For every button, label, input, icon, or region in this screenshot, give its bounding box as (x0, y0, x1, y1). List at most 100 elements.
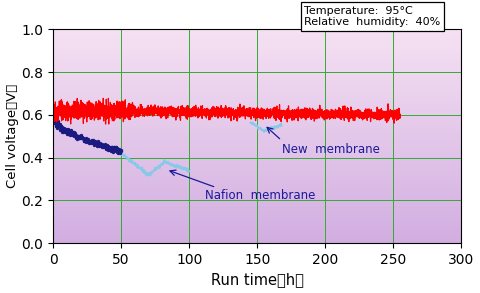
Bar (53, 156, 461, 158)
Bar (53, 145, 461, 146)
Bar (53, 66, 461, 67)
Bar (53, 99, 461, 100)
Bar (53, 202, 461, 204)
Bar (53, 59, 461, 60)
Bar (53, 125, 461, 126)
Bar (53, 235, 461, 236)
Bar (53, 189, 461, 190)
Bar (53, 185, 461, 187)
Bar (53, 76, 461, 78)
Bar (53, 111, 461, 112)
Bar (53, 108, 461, 110)
Bar (53, 212, 461, 213)
Bar (53, 43, 461, 44)
Bar (53, 228, 461, 229)
Bar (53, 204, 461, 205)
Bar (53, 176, 461, 177)
Bar (53, 221, 461, 222)
Bar (53, 187, 461, 188)
Bar (53, 127, 461, 128)
Bar (53, 143, 461, 144)
Bar (53, 199, 461, 200)
Bar (53, 207, 461, 208)
Bar (53, 230, 461, 231)
Bar (53, 219, 461, 220)
Bar (53, 229, 461, 230)
Bar (53, 56, 461, 57)
Bar (53, 209, 461, 210)
Bar (53, 72, 461, 73)
Bar (53, 74, 461, 75)
Bar (53, 139, 461, 141)
Bar (53, 195, 461, 196)
Bar (53, 184, 461, 185)
Bar (53, 193, 461, 194)
Bar (53, 210, 461, 211)
Bar (53, 33, 461, 34)
Text: Temperature:  95°C
Relative  humidity:  40%: Temperature: 95°C Relative humidity: 40% (304, 6, 440, 27)
Bar (53, 45, 461, 47)
Bar (53, 181, 461, 182)
Bar (53, 44, 461, 45)
Bar (53, 242, 461, 243)
Bar (53, 86, 461, 87)
Bar (53, 141, 461, 142)
Bar (53, 83, 461, 84)
Y-axis label: Cell voltage（V）: Cell voltage（V） (6, 84, 19, 188)
Bar (53, 175, 461, 176)
Bar (53, 179, 461, 180)
Bar (53, 38, 461, 39)
Bar (53, 118, 461, 119)
Bar (53, 215, 461, 217)
Bar (53, 133, 461, 134)
Bar (53, 98, 461, 99)
Bar (53, 225, 461, 226)
Bar (53, 103, 461, 104)
Bar (53, 104, 461, 105)
Bar (53, 129, 461, 130)
Bar (53, 53, 461, 54)
Bar (53, 81, 461, 82)
Bar (53, 190, 461, 191)
Bar (53, 95, 461, 96)
Bar (53, 135, 461, 136)
Bar (53, 240, 461, 241)
Bar (53, 148, 461, 149)
Bar (53, 188, 461, 189)
Bar (53, 172, 461, 173)
Bar (53, 100, 461, 101)
Bar (53, 196, 461, 197)
Bar (53, 134, 461, 135)
Bar (53, 224, 461, 225)
Bar (53, 65, 461, 66)
Bar (53, 120, 461, 121)
Bar (53, 231, 461, 232)
Bar (53, 239, 461, 240)
Bar (53, 164, 461, 165)
Bar (53, 110, 461, 111)
Bar (53, 121, 461, 122)
Bar (53, 126, 461, 127)
Bar (53, 122, 461, 123)
Bar (53, 144, 461, 145)
Bar (53, 35, 461, 36)
Bar (53, 75, 461, 76)
Bar (53, 116, 461, 117)
Bar (53, 88, 461, 89)
Bar (53, 132, 461, 133)
Bar (53, 147, 461, 148)
Bar (53, 136, 461, 137)
Bar (53, 220, 461, 221)
Bar (53, 192, 461, 193)
Bar (53, 213, 461, 214)
Bar (53, 64, 461, 65)
Bar (53, 205, 461, 206)
Bar (53, 70, 461, 71)
Bar (53, 60, 461, 62)
Bar (53, 97, 461, 98)
Bar (53, 223, 461, 224)
Bar (53, 198, 461, 199)
Bar (53, 154, 461, 156)
Bar (53, 91, 461, 93)
Bar (53, 78, 461, 79)
